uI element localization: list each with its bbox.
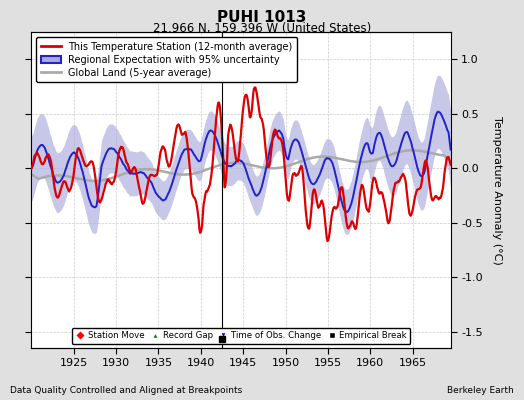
Text: PUHI 1013: PUHI 1013 <box>217 10 307 25</box>
Text: 21.966 N, 159.396 W (United States): 21.966 N, 159.396 W (United States) <box>153 22 371 35</box>
Text: Berkeley Earth: Berkeley Earth <box>447 386 514 395</box>
Text: Data Quality Controlled and Aligned at Breakpoints: Data Quality Controlled and Aligned at B… <box>10 386 243 395</box>
Legend: Station Move, Record Gap, Time of Obs. Change, Empirical Break: Station Move, Record Gap, Time of Obs. C… <box>72 328 410 344</box>
Y-axis label: Temperature Anomaly (°C): Temperature Anomaly (°C) <box>492 116 502 264</box>
